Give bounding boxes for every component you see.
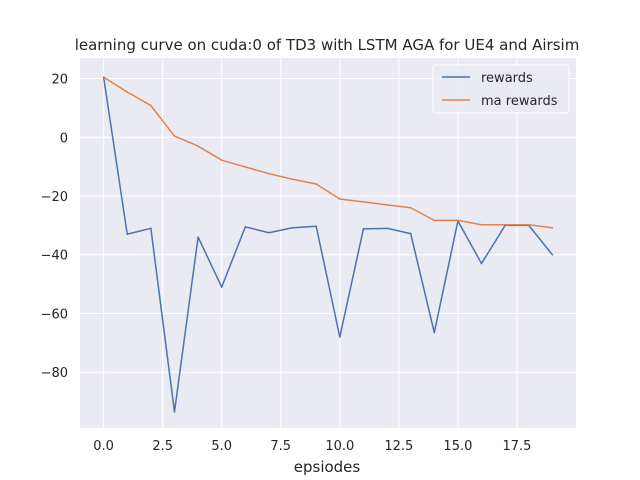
y-tick-label: −40 bbox=[41, 249, 68, 264]
x-axis-label: epsiodes bbox=[294, 458, 361, 476]
data-point-ma-rewards bbox=[102, 76, 105, 78]
data-point-ma-rewards bbox=[551, 226, 554, 229]
data-point-ma-rewards bbox=[504, 223, 506, 226]
data-point-rewards bbox=[386, 227, 388, 230]
y-tick-label: −60 bbox=[41, 307, 68, 322]
chart-title: learning curve on cuda:0 of TD3 with LST… bbox=[75, 36, 580, 54]
data-point-ma-rewards bbox=[457, 219, 459, 222]
x-tick-label: 7.5 bbox=[270, 439, 291, 454]
series-line-ma-rewards bbox=[103, 76, 553, 229]
legend-label-ma-rewards: ma rewards bbox=[481, 94, 558, 109]
y-tick-label: 20 bbox=[51, 73, 68, 88]
data-point-ma-rewards bbox=[244, 166, 247, 168]
x-tick-label: 0.0 bbox=[93, 439, 114, 454]
data-point-rewards bbox=[126, 233, 129, 235]
data-point-rewards bbox=[409, 232, 412, 235]
y-axis: 20 0 −20 −40 −60 −80 bbox=[41, 73, 68, 382]
data-point-rewards bbox=[268, 231, 270, 234]
data-point-rewards bbox=[315, 225, 317, 228]
data-point-rewards bbox=[244, 226, 247, 228]
data-point-rewards bbox=[220, 286, 223, 288]
data-point-ma-rewards bbox=[409, 206, 412, 209]
data-point-rewards bbox=[480, 262, 483, 265]
data-point-ma-rewards bbox=[386, 204, 388, 206]
legend-label-rewards: rewards bbox=[481, 71, 533, 86]
data-point-ma-rewards bbox=[339, 198, 341, 200]
data-point-ma-rewards bbox=[150, 104, 152, 107]
data-point-rewards bbox=[339, 336, 341, 338]
data-point-rewards bbox=[150, 227, 152, 230]
data-point-ma-rewards bbox=[197, 145, 199, 147]
legend: rewards ma rewards bbox=[432, 64, 570, 114]
data-point-rewards bbox=[551, 253, 554, 256]
series-lines bbox=[102, 76, 554, 413]
x-tick-label: 2.5 bbox=[152, 439, 173, 454]
data-point-rewards bbox=[291, 226, 294, 229]
data-point-rewards bbox=[197, 236, 199, 238]
data-point-rewards bbox=[362, 228, 365, 230]
data-point-ma-rewards bbox=[173, 135, 176, 137]
x-tick-label: 10.0 bbox=[325, 439, 354, 454]
x-tick-label: 5.0 bbox=[211, 439, 232, 454]
y-tick-label: −20 bbox=[41, 190, 68, 205]
series-line-rewards bbox=[102, 76, 553, 413]
data-point-ma-rewards bbox=[315, 183, 317, 185]
data-point-ma-rewards bbox=[220, 159, 223, 161]
data-point-ma-rewards bbox=[362, 201, 365, 203]
y-tick-label: −80 bbox=[41, 366, 68, 381]
data-point-rewards bbox=[433, 331, 436, 334]
x-axis: 0.0 2.5 5.0 7.5 10.0 12.5 15.0 17.5 bbox=[93, 439, 531, 454]
y-tick-label: 0 bbox=[60, 131, 68, 146]
x-tick-label: 15.0 bbox=[443, 439, 472, 454]
data-point-ma-rewards bbox=[527, 223, 530, 226]
data-point-rewards bbox=[173, 411, 176, 413]
data-point-ma-rewards bbox=[268, 172, 270, 175]
data-point-ma-rewards bbox=[126, 91, 129, 93]
x-tick-label: 17.5 bbox=[502, 439, 531, 454]
data-point-ma-rewards bbox=[480, 223, 483, 226]
data-point-ma-rewards bbox=[291, 178, 294, 181]
x-tick-label: 12.5 bbox=[384, 439, 413, 454]
data-point-ma-rewards bbox=[433, 219, 436, 222]
